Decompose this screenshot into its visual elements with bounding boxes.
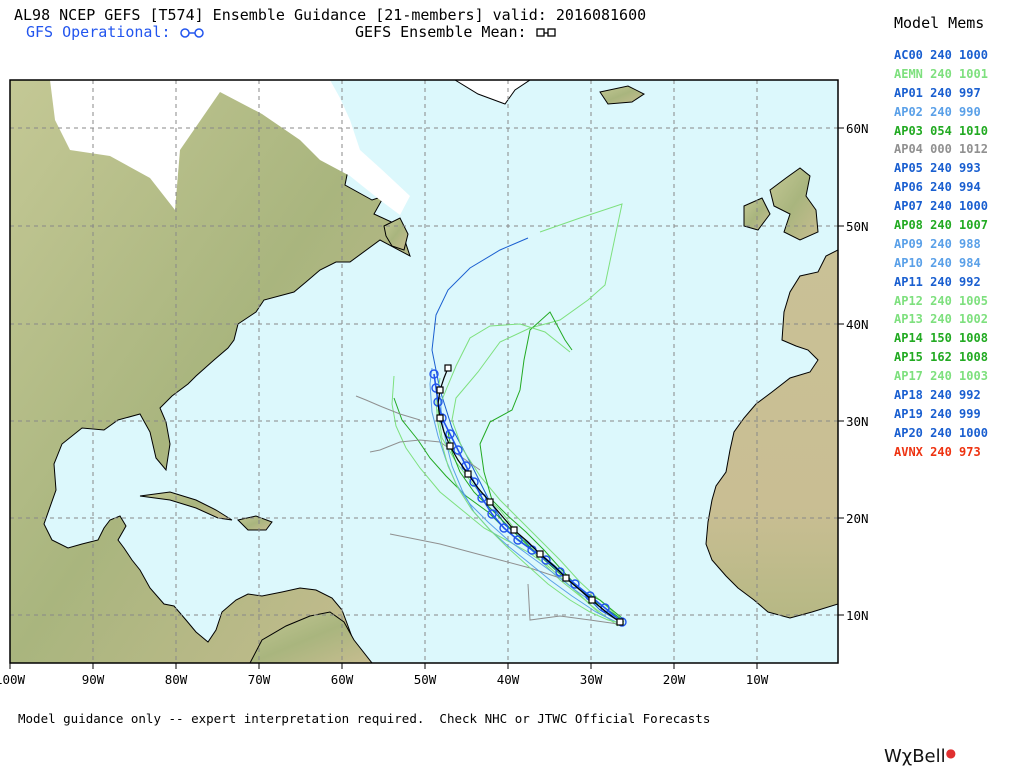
mean-marker [562, 574, 570, 582]
track-ap13 [435, 377, 625, 625]
europe-africa [705, 249, 838, 619]
legend-member: AEMN 240 1001 [894, 66, 988, 81]
mean-marker [464, 470, 472, 478]
brand-logo: WχBell● [884, 746, 956, 767]
mean-marker [510, 526, 518, 534]
gfs-marker [499, 523, 509, 533]
legend-member: AP09 240 988 [894, 236, 981, 251]
mean-marker [536, 550, 544, 558]
track-ap04 [527, 583, 619, 625]
legend-member: AP18 240 992 [894, 388, 981, 403]
circle-marker-icon [179, 27, 204, 38]
track-ap12 [437, 323, 621, 625]
lon-ticks [9, 663, 758, 669]
lat-label: 30N [846, 414, 869, 429]
legend-member: AP19 240 999 [894, 406, 981, 421]
gfs-marker [469, 477, 479, 487]
lat-label: 50N [846, 219, 869, 234]
gfs-marker [570, 579, 580, 589]
legend-member: AP20 240 1000 [894, 425, 988, 440]
lon-labels: 100W 90W 80W 70W 60W 50W 40W 30W 20W 10W [0, 672, 769, 687]
legend-member: AP07 240 1000 [894, 199, 988, 214]
legend-member: AP06 240 994 [894, 180, 981, 195]
mean-marker [588, 596, 596, 604]
lon-label: 90W [82, 672, 105, 687]
lon-label: 60W [331, 672, 354, 687]
lon-label: 50W [414, 672, 437, 687]
hispaniola [237, 515, 273, 531]
mean-marker [486, 498, 494, 506]
lon-label: 70W [248, 672, 271, 687]
disclaimer: Model guidance only -- expert interpreta… [18, 711, 711, 726]
iceland [599, 85, 645, 105]
mean-marker [444, 364, 452, 372]
lon-label: 100W [0, 672, 26, 687]
legend-member: AP04 000 1012 [894, 142, 988, 157]
british-isles [769, 167, 819, 241]
legend-member: AP05 240 993 [894, 161, 981, 176]
gfs-operational-legend: GFS Operational: [26, 23, 206, 41]
lat-label: 40N [846, 317, 869, 332]
lon-label: 40W [497, 672, 520, 687]
gfs-operational-label: GFS Operational: [26, 23, 180, 41]
greenland [400, 80, 531, 105]
lon-label: 80W [165, 672, 188, 687]
lon-label: 30W [580, 672, 603, 687]
ensemble-mean-label: GEFS Ensemble Mean: [355, 23, 536, 41]
lat-label: 60N [846, 121, 869, 136]
cuba [139, 491, 233, 521]
legend-member: AP17 240 1003 [894, 369, 988, 384]
gfs-marker [541, 555, 551, 565]
gfs-marker [429, 369, 439, 379]
chart-title: AL98 NCEP GEFS [T574] Ensemble Guidance … [14, 6, 647, 24]
brand-text: WχBell [884, 746, 946, 767]
arctic-ice [50, 80, 410, 215]
lat-label: 10N [846, 608, 869, 623]
ireland [743, 197, 771, 231]
legend-member: AP03 054 1010 [894, 123, 988, 138]
legend-title: Model Mems [894, 14, 985, 32]
graticule [10, 80, 838, 663]
mean-marker [436, 414, 444, 422]
legend-member: AC00 240 1000 [894, 48, 988, 62]
gfs-marker [445, 429, 455, 439]
lat-label: 20N [846, 511, 869, 526]
gfs-marker [513, 535, 523, 545]
legend-member: AP11 240 992 [894, 274, 981, 289]
legend-member: AP13 240 1002 [894, 312, 988, 327]
mean-marker [436, 386, 444, 394]
legend-member: AP12 240 1005 [894, 293, 988, 308]
brand-dot-icon: ● [945, 746, 957, 760]
ensemble-mean-markers [436, 364, 624, 626]
member-legend: AC00 240 1000 AEMN 240 1001 AP01 240 997 AP… [894, 48, 988, 464]
gfs-marker [487, 509, 497, 519]
legend-member: AP15 162 1008 [894, 350, 988, 365]
legend-member: AVNX 240 973 [894, 444, 981, 459]
square-marker-icon [535, 27, 556, 37]
mean-marker [616, 618, 624, 626]
gfs-marker [453, 445, 463, 455]
legend-member: AP08 240 1007 [894, 218, 988, 233]
track-aemn [451, 203, 625, 623]
mean-marker [446, 442, 454, 450]
map-frame [9, 79, 839, 664]
track-gray-3 [355, 395, 421, 421]
track-ap19 [429, 367, 621, 621]
lon-label: 20W [663, 672, 686, 687]
ensemble-mean-legend: GEFS Ensemble Mean: [355, 23, 558, 41]
legend-member: AP01 240 997 [894, 85, 981, 100]
lat-labels: 60N 50N 40N 30N 20N 10N [846, 121, 869, 623]
gfs-marker [555, 567, 565, 577]
legend-member: AP14 150 1008 [894, 331, 988, 346]
lon-label: 10W [746, 672, 769, 687]
lat-ticks [838, 127, 844, 616]
legend-member: AP02 240 990 [894, 104, 981, 119]
track-gray-2 [369, 439, 481, 471]
legend-member: AP10 240 984 [894, 255, 981, 270]
